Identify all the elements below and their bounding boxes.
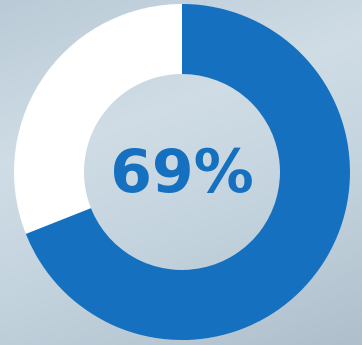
donut-segment [25,4,351,341]
donut [13,4,351,341]
center-label: 69% [110,137,254,207]
donut-segment [13,4,182,234]
